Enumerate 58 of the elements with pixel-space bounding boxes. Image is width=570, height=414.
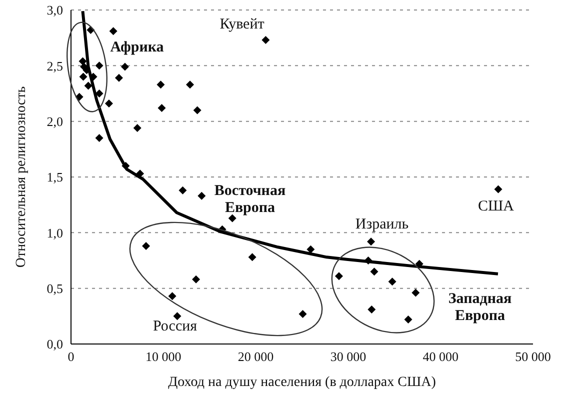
point <box>404 316 412 324</box>
x-tick-label: 0 <box>68 349 74 364</box>
point <box>95 62 104 70</box>
point <box>368 305 376 314</box>
point <box>89 72 98 81</box>
y-tick-label: 2,0 <box>46 114 63 129</box>
annotation: Кувейт <box>218 16 266 34</box>
annotation: Западная Европа <box>447 291 513 325</box>
point <box>193 106 202 114</box>
point <box>104 100 113 108</box>
point <box>306 245 315 254</box>
x-tick-label: 50 000 <box>515 349 551 364</box>
annotation: Африка <box>109 40 165 56</box>
x-tick-label: 20 000 <box>238 349 274 364</box>
point <box>412 288 420 297</box>
point <box>262 36 270 44</box>
point <box>248 253 256 262</box>
point <box>95 134 104 142</box>
annotation: США <box>477 198 515 216</box>
point <box>120 62 129 71</box>
y-tick-label: 2,5 <box>46 58 63 74</box>
point <box>370 268 378 276</box>
point <box>173 312 182 320</box>
y-axis-title: Относительная религиозность <box>14 86 29 268</box>
point <box>133 124 142 132</box>
point <box>334 272 343 280</box>
point <box>298 310 307 318</box>
point <box>198 192 206 200</box>
y-tick-label: 0,5 <box>46 280 63 296</box>
annotation: Израиль <box>354 216 410 234</box>
point <box>186 80 194 89</box>
point <box>388 278 396 286</box>
point <box>79 72 88 81</box>
point <box>114 74 123 82</box>
y-tick-label: 1,0 <box>46 225 63 240</box>
point <box>78 57 87 66</box>
x-tick-label: 10 000 <box>146 349 182 364</box>
point <box>192 275 200 284</box>
point <box>109 27 118 36</box>
point <box>494 185 502 194</box>
annotation: Восточная Европа <box>213 183 287 217</box>
x-axis-title: Доход на душу населения (в долларах США) <box>168 375 436 390</box>
point <box>122 162 130 170</box>
point <box>168 292 176 300</box>
y-tick-label: 3,0 <box>46 2 63 18</box>
point <box>178 186 187 194</box>
point <box>367 238 376 246</box>
annotation: Россия <box>152 318 198 336</box>
x-tick-label: 30 000 <box>330 349 366 364</box>
point <box>364 256 372 264</box>
point <box>158 104 166 112</box>
point <box>95 90 104 98</box>
y-tick-label: 1,5 <box>46 170 63 185</box>
point <box>142 242 150 250</box>
y-tick-label: 0,0 <box>46 336 63 352</box>
point <box>84 82 92 90</box>
x-tick-label: 40 000 <box>422 349 458 364</box>
point <box>156 80 165 89</box>
